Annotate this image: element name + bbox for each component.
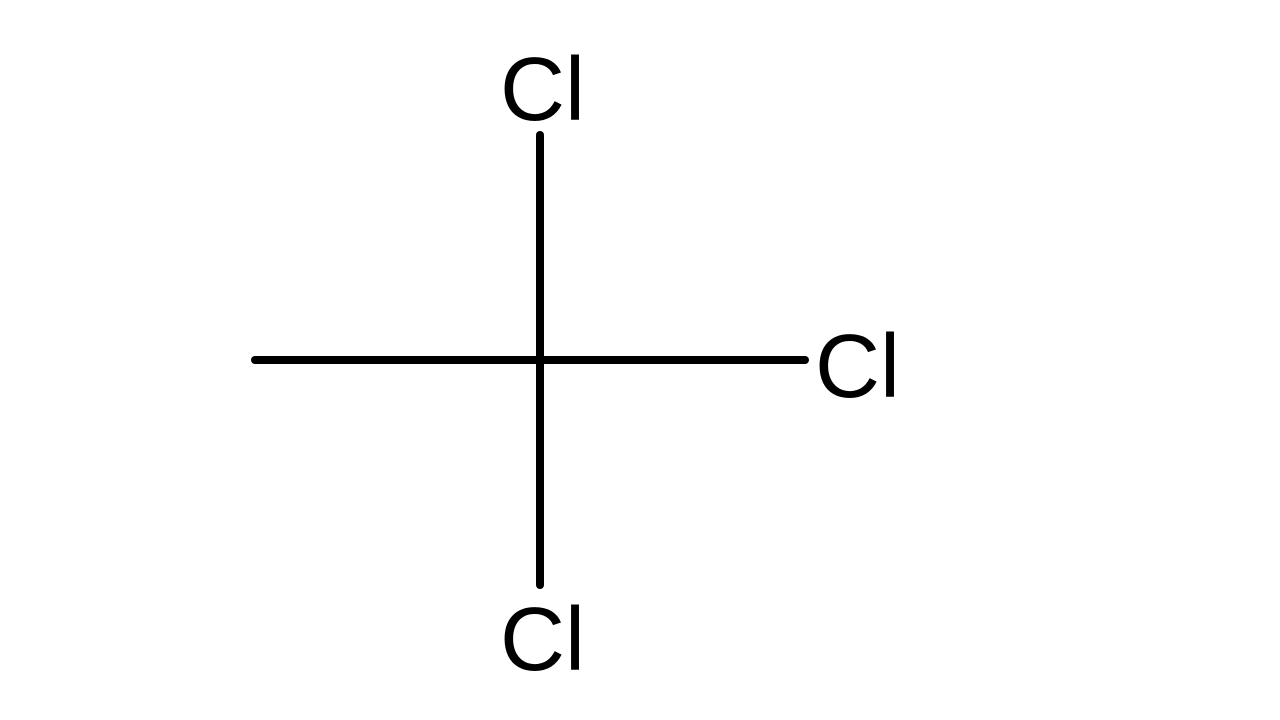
bond-lines xyxy=(0,0,1280,720)
atom-label-top: Cl xyxy=(500,45,585,135)
atom-label-right: Cl xyxy=(815,322,900,412)
chemical-structure-diagram: Cl Cl Cl xyxy=(0,0,1280,720)
atom-label-bottom: Cl xyxy=(500,595,585,685)
